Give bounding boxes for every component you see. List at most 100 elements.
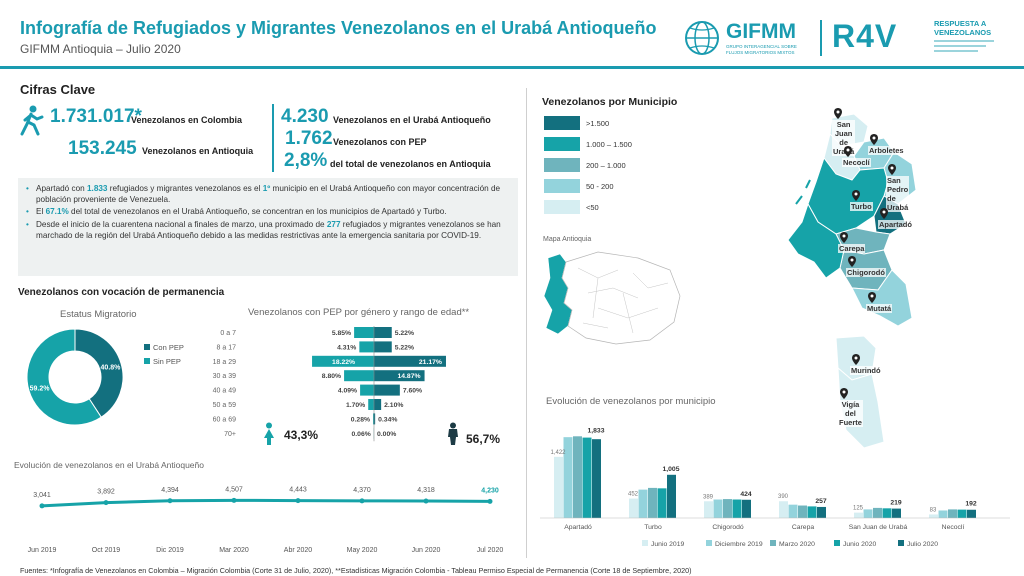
legend-swatch	[144, 344, 150, 350]
municipio-bar	[742, 499, 751, 518]
bar-value-label-first: 83	[930, 507, 937, 513]
bar-value-label-first: 125	[853, 506, 864, 512]
male-bar-label: 2.10%	[384, 402, 403, 409]
permanence-heading: Venezolanos con vocación de permanencia	[18, 287, 225, 298]
kf-share-value: 2,8%	[284, 150, 328, 171]
donut-slice	[26, 328, 102, 426]
municipio-bar	[854, 512, 863, 518]
map-pin-icon	[852, 354, 860, 365]
municipio-bar	[667, 474, 676, 518]
municipio-label: Arboletes	[868, 146, 905, 155]
bar-category-label: Turbo	[644, 524, 662, 531]
bar-value-label-last: 257	[815, 498, 827, 505]
x-axis-tick-label: Oct 2019	[92, 547, 121, 554]
map-legend-label: <50	[586, 203, 599, 212]
evolution-point	[231, 497, 237, 503]
municipio-bar	[648, 487, 657, 518]
fact-text: refugiados y migrantes venezolanos se ha…	[36, 219, 501, 240]
bar-value-label-last: 1,005	[662, 466, 679, 473]
x-axis-tick-label: Dic 2019	[156, 547, 184, 554]
r4v-rule	[934, 40, 994, 42]
municipio-label: San Pedro de Urabá	[886, 176, 910, 212]
female-bar	[344, 370, 374, 382]
female-percent: 43,3%	[284, 428, 319, 442]
municipio-label: Carepa	[838, 244, 866, 253]
male-bar	[374, 341, 392, 353]
key-fact-item: El 67.1% del total de venezolanos en el …	[26, 206, 510, 217]
age-range-label: 18 a 29	[213, 359, 236, 366]
municipio-bar	[638, 489, 648, 518]
municipio-label: Necoclí	[842, 158, 871, 167]
evolution-value-label: 3,041	[33, 492, 51, 499]
age-range-label: 70+	[224, 431, 236, 438]
male-percent: 56,7%	[466, 432, 501, 446]
female-bar	[359, 341, 374, 353]
age-range-label: 60 a 69	[213, 416, 236, 423]
kf-pep-value: 1.762	[285, 128, 333, 149]
age-range-label: 50 a 59	[213, 402, 236, 409]
map-pin-icon	[840, 388, 848, 399]
donut-slice-label: 59.2%	[30, 386, 51, 393]
bar-legend-label: Junio 2019	[651, 541, 684, 548]
map-pin-icon	[840, 232, 848, 243]
age-range-label: 40 a 49	[213, 388, 236, 395]
female-bar	[373, 413, 374, 425]
female-icon	[264, 422, 274, 445]
person-walking-icon	[20, 105, 44, 136]
fact-text: El	[36, 207, 46, 217]
female-bar	[368, 399, 374, 410]
female-bar-label: 5.85%	[332, 330, 351, 337]
bar-legend-swatch	[834, 540, 840, 546]
fact-text: municipio en el Urabá Antioqueño con may…	[36, 184, 501, 205]
female-bar-label: 0.06%	[352, 431, 371, 438]
x-axis-tick-label: Jun 2020	[412, 547, 441, 554]
bar-legend-label: Diciembre 2019	[715, 541, 763, 548]
municipio-bar	[807, 506, 817, 518]
map-pin-icon	[844, 146, 852, 157]
key-fact-item: Apartadó con 1.833 refugiados y migrante…	[26, 183, 510, 205]
key-figures-heading: Cifras Clave	[20, 82, 96, 97]
female-bar-label: 4.31%	[337, 344, 356, 351]
kf-uraba-label: Venezolanos en el Urabá Antioqueño	[333, 115, 491, 125]
status-donut-chart: 40.8% Con PEP 59.2% Sin PEP	[26, 328, 184, 426]
municipio-bar	[723, 499, 732, 518]
municipio-evolution-title: Evolución de venezolanos por municipio	[546, 396, 716, 407]
donut-slice-label: 40.8%	[101, 364, 122, 371]
fact-text: del total de venezolanos en el Urabá Ant…	[68, 207, 447, 217]
highlight-text: 1º	[262, 184, 271, 193]
kf-colombia-label: Venezolanos en Colombia	[131, 115, 243, 125]
municipio-bar	[863, 509, 873, 518]
male-bar-label: 14.87%	[397, 373, 420, 380]
municipio-bar	[967, 509, 976, 518]
municipio-label: Mutatá	[866, 304, 893, 313]
map-legend-swatch	[544, 179, 580, 193]
male-bar	[374, 413, 376, 425]
map-legend-swatch	[544, 116, 580, 130]
municipio-bar	[732, 499, 742, 518]
female-bar-label: 18.22%	[332, 359, 355, 366]
key-fact-item: Desde el inicio de la cuarentena naciona…	[26, 219, 510, 241]
map-pin-icon	[880, 208, 888, 219]
fact-text: refugiados y migrantes venezolanos es el	[107, 184, 263, 193]
bar-legend-label: Marzo 2020	[779, 541, 815, 548]
municipio-bar	[582, 437, 592, 518]
male-bar-label: 5.22%	[395, 330, 414, 337]
globe-icon	[685, 21, 719, 55]
bar-category-label: Necoclí	[942, 524, 965, 531]
municipio-bar	[629, 498, 638, 518]
male-bar-label: 5.22%	[395, 344, 414, 351]
key-facts-list: Apartadó con 1.833 refugiados y migrante…	[18, 178, 518, 276]
male-icon	[448, 422, 458, 445]
evolution-point	[295, 498, 301, 504]
male-bar	[374, 370, 425, 382]
municipio-bar	[798, 505, 807, 518]
bar-category-label: Chigorodó	[712, 524, 744, 531]
status-chart-title: Estatus Migratorio	[60, 309, 137, 320]
header-divider	[0, 66, 1024, 69]
donut-slice	[74, 328, 124, 418]
legend-label: Con PEP	[153, 343, 184, 352]
evolution-value-label: 4,318	[417, 487, 435, 494]
map-pin-icon	[868, 292, 876, 303]
male-bar	[374, 399, 382, 410]
kf-antioquia-label: Venezolanos en Antioquia	[142, 146, 254, 156]
